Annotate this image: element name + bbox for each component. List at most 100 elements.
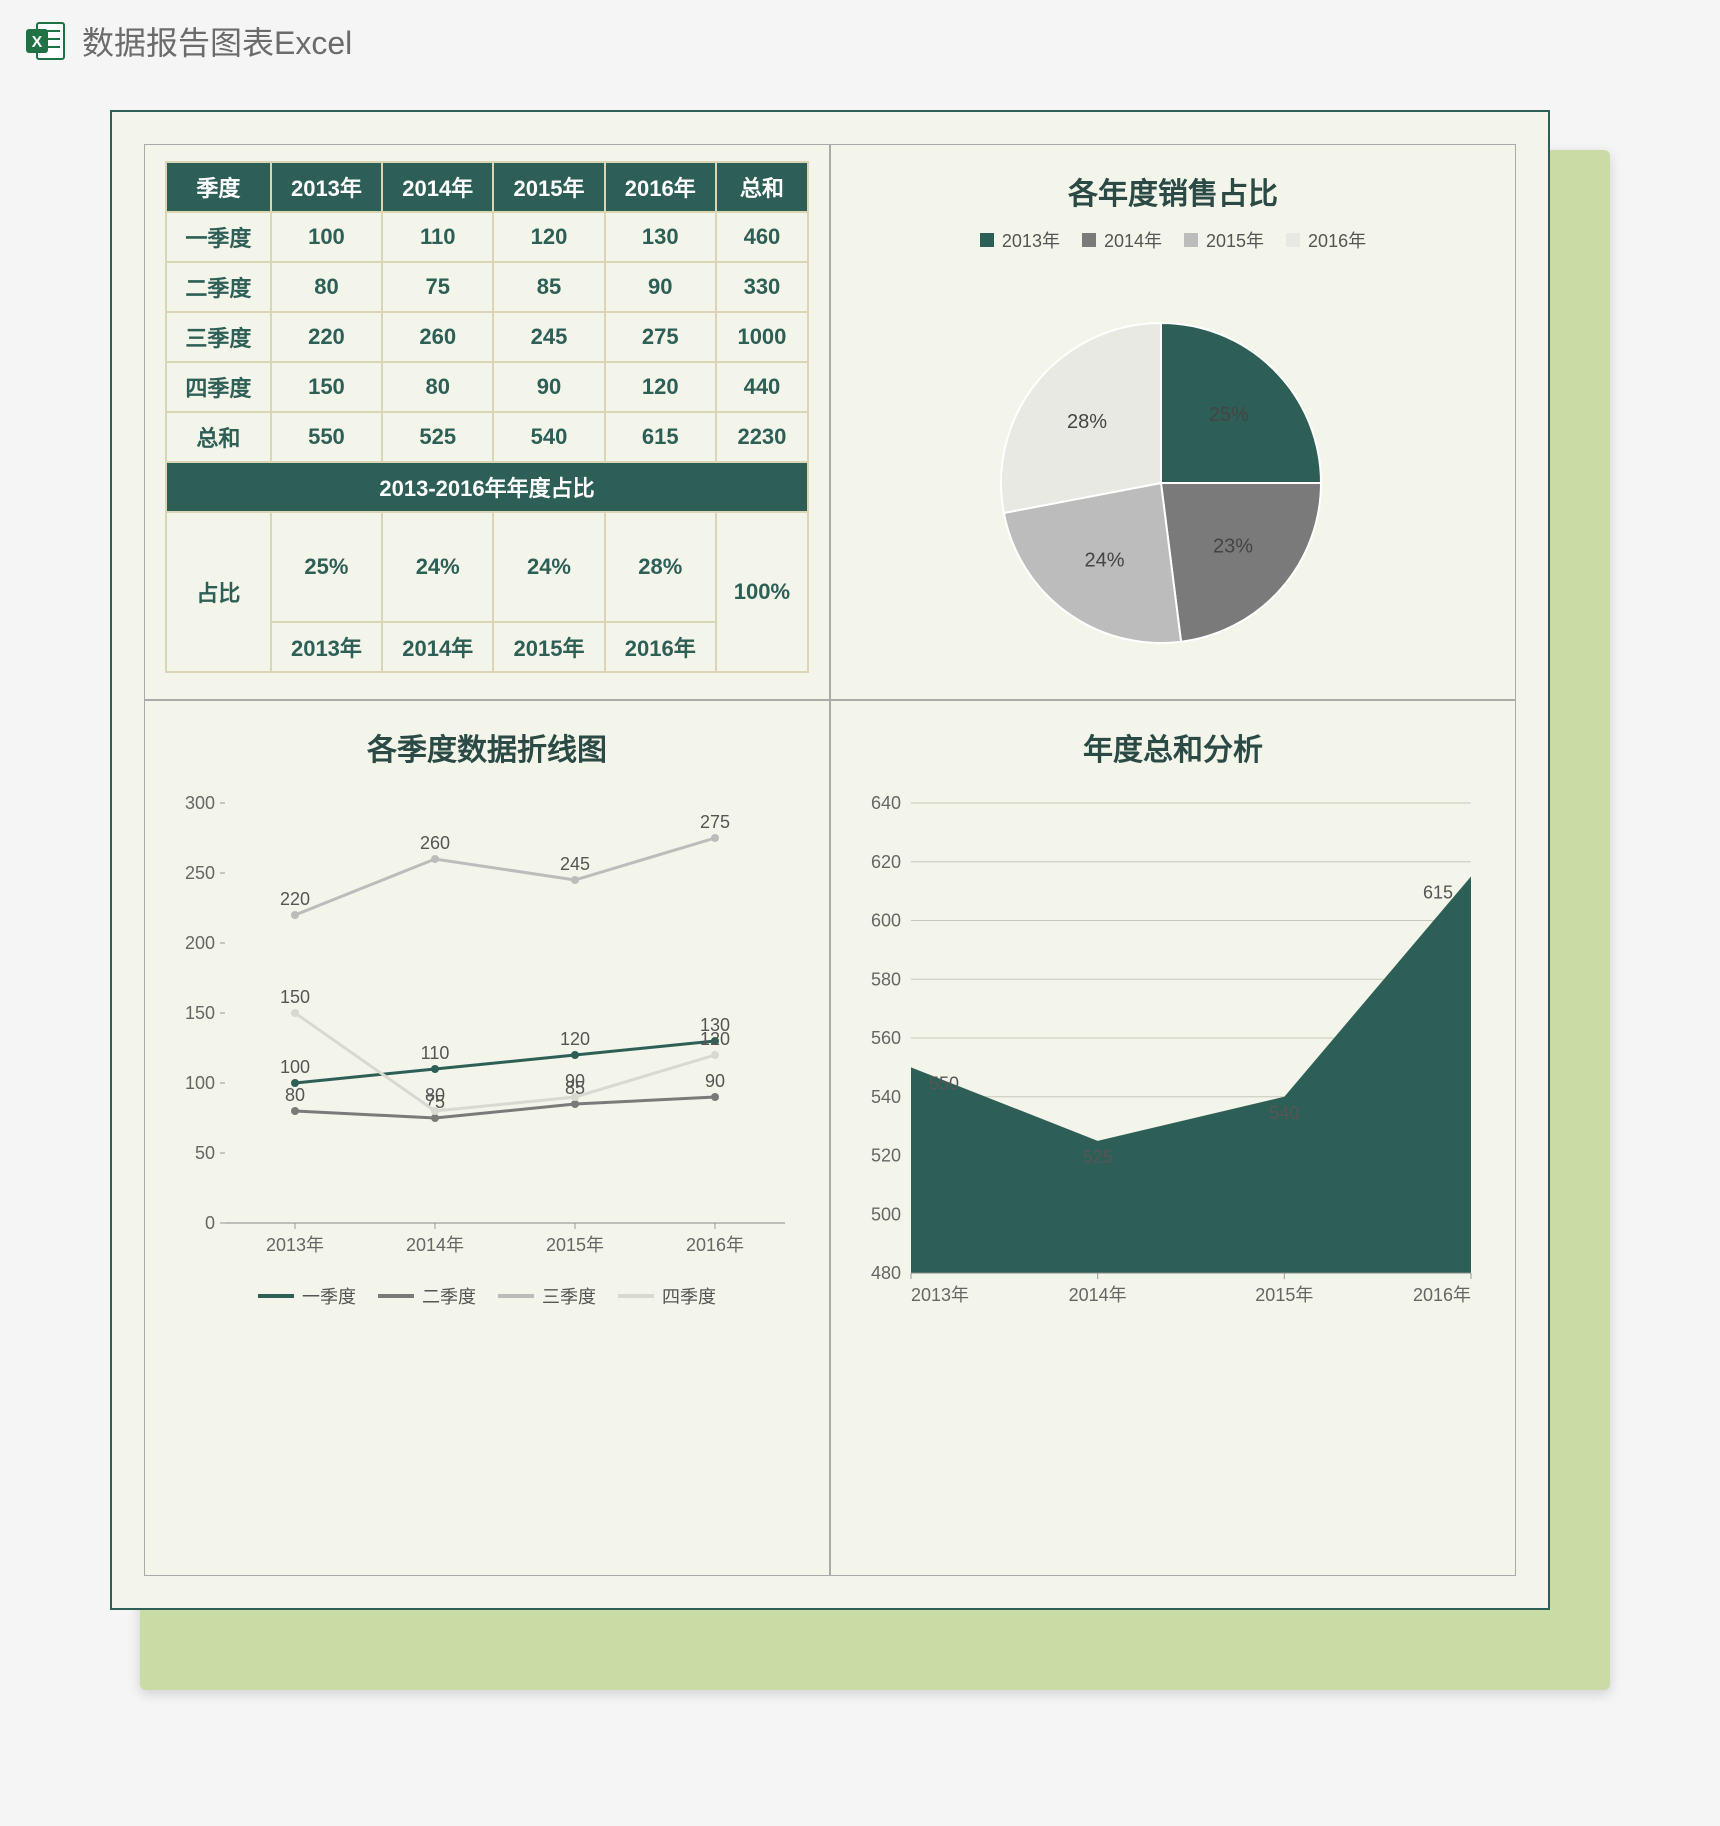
table-cell: 80 <box>382 362 493 412</box>
area-value-label: 525 <box>1083 1147 1113 1167</box>
data-table-panel: 季度2013年2014年2015年2016年总和 一季度100110120130… <box>144 144 830 700</box>
line-series <box>295 1041 715 1083</box>
area-panel: 年度总和分析 480500520540560580600620640550525… <box>830 700 1516 1576</box>
legend-swatch <box>980 233 994 247</box>
legend-swatch <box>1286 233 1300 247</box>
y-tick-label: 600 <box>871 911 901 931</box>
line-value-label: 80 <box>425 1085 445 1105</box>
pie-slice-label: 24% <box>1085 550 1125 572</box>
y-tick-label: 620 <box>871 852 901 872</box>
main-card: 季度2013年2014年2015年2016年总和 一季度100110120130… <box>110 110 1550 1610</box>
table-cell: 三季度 <box>166 312 271 362</box>
excel-icon: X <box>24 19 68 63</box>
x-tick-label: 2014年 <box>406 1235 464 1255</box>
table-cell: 525 <box>382 412 493 462</box>
ratio-year: 2015年 <box>493 622 604 672</box>
line-marker <box>571 1100 579 1108</box>
legend-item: 三季度 <box>498 1283 596 1309</box>
pie-title: 各年度销售占比 <box>851 169 1495 213</box>
area-value-label: 540 <box>1269 1103 1299 1123</box>
legend-item: 2015年 <box>1184 227 1264 253</box>
line-marker <box>711 834 719 842</box>
line-value-label: 120 <box>560 1029 590 1049</box>
table-header: 季度 <box>166 162 271 212</box>
line-chart: 0501001502002503002013年2014年2015年2016年10… <box>165 783 805 1283</box>
table-header: 2015年 <box>493 162 604 212</box>
y-tick-label: 500 <box>871 1204 901 1224</box>
ratio-label: 占比 <box>166 512 271 672</box>
line-value-label: 220 <box>280 889 310 909</box>
table-cell: 440 <box>716 362 808 412</box>
table-cell: 1000 <box>716 312 808 362</box>
legend-label: 一季度 <box>302 1283 356 1309</box>
table-cell: 总和 <box>166 412 271 462</box>
y-tick-label: 640 <box>871 793 901 813</box>
table-cell: 90 <box>605 262 716 312</box>
table-cell: 80 <box>271 262 382 312</box>
line-marker <box>431 1107 439 1115</box>
y-tick-label: 480 <box>871 1263 901 1283</box>
ratio-total: 100% <box>716 512 808 672</box>
legend-swatch <box>1184 233 1198 247</box>
ratio-cell: 24% <box>382 512 493 622</box>
report-canvas: 季度2013年2014年2015年2016年总和 一季度100110120130… <box>110 110 1610 1690</box>
ratio-year: 2014年 <box>382 622 493 672</box>
pie-slice <box>1161 323 1321 483</box>
legend-item: 二季度 <box>378 1283 476 1309</box>
line-value-label: 120 <box>700 1029 730 1049</box>
area-value-label: 550 <box>929 1073 959 1093</box>
table-row: 一季度100110120130460 <box>166 212 808 262</box>
table-cell: 615 <box>605 412 716 462</box>
line-panel: 各季度数据折线图 0501001502002503002013年2014年201… <box>144 700 830 1576</box>
x-tick-label: 2013年 <box>911 1285 969 1305</box>
ratio-cell: 28% <box>605 512 716 622</box>
pie-slice <box>1161 483 1321 642</box>
legend-label: 2015年 <box>1206 227 1264 253</box>
table-header: 2016年 <box>605 162 716 212</box>
table-cell: 150 <box>271 362 382 412</box>
x-tick-label: 2016年 <box>1413 1285 1471 1305</box>
legend-line-swatch <box>618 1294 654 1298</box>
table-cell: 75 <box>382 262 493 312</box>
title-bar: X 数据报告图表Excel <box>0 0 1720 82</box>
y-tick-label: 200 <box>185 933 215 953</box>
table-cell: 540 <box>493 412 604 462</box>
table-cell: 330 <box>716 262 808 312</box>
line-value-label: 245 <box>560 854 590 874</box>
pie-slice-label: 23% <box>1213 535 1253 557</box>
svg-text:X: X <box>32 34 43 51</box>
y-tick-label: 0 <box>205 1213 215 1233</box>
table-cell: 90 <box>493 362 604 412</box>
y-tick-label: 560 <box>871 1028 901 1048</box>
legend-line-swatch <box>498 1294 534 1298</box>
table-header: 2014年 <box>382 162 493 212</box>
pie-chart: 25%23%24%28% <box>851 263 1471 683</box>
x-tick-label: 2014年 <box>1069 1285 1127 1305</box>
line-series <box>295 1097 715 1118</box>
table-header: 总和 <box>716 162 808 212</box>
legend-label: 二季度 <box>422 1283 476 1309</box>
legend-item: 一季度 <box>258 1283 356 1309</box>
legend-swatch <box>1082 233 1096 247</box>
table-cell: 2230 <box>716 412 808 462</box>
x-tick-label: 2015年 <box>546 1235 604 1255</box>
data-table: 季度2013年2014年2015年2016年总和 一季度100110120130… <box>165 161 809 673</box>
table-row: 三季度2202602452751000 <box>166 312 808 362</box>
ratio-cell: 25% <box>271 512 382 622</box>
legend-item: 2014年 <box>1082 227 1162 253</box>
area-series <box>911 876 1471 1273</box>
table-cell: 一季度 <box>166 212 271 262</box>
line-marker <box>571 1051 579 1059</box>
line-marker <box>291 911 299 919</box>
table-cell: 130 <box>605 212 716 262</box>
table-row: 四季度1508090120440 <box>166 362 808 412</box>
legend-label: 2014年 <box>1104 227 1162 253</box>
legend-item: 四季度 <box>618 1283 716 1309</box>
line-marker <box>711 1093 719 1101</box>
line-series <box>295 838 715 915</box>
line-marker <box>571 876 579 884</box>
area-chart: 4805005205405605806006206405505255406152… <box>851 783 1491 1323</box>
pie-legend: 2013年2014年2015年2016年 <box>851 227 1495 253</box>
line-marker <box>291 1107 299 1115</box>
table-cell: 110 <box>382 212 493 262</box>
